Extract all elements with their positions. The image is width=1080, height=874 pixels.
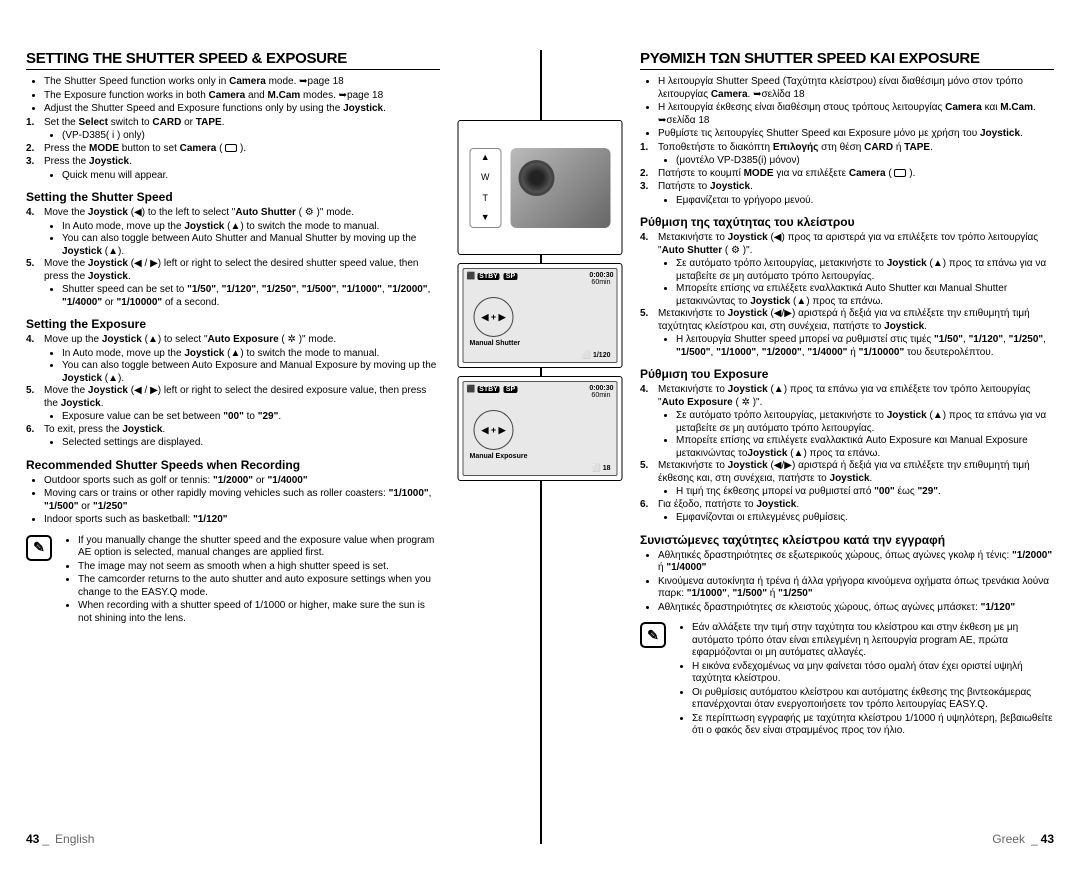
lcd-screen-2: ⬛ STBY SP 0:00:30 60min ◀ + ▶ Manual Exp… [458, 376, 623, 481]
sub-item: In Auto mode, move up the Joystick (▲) t… [62, 221, 440, 234]
sub-item: You can also toggle between Auto Shutter… [62, 233, 440, 258]
sub-item: Σε αυτόματο τρόπο λειτουργίας, μετακινήσ… [676, 410, 1054, 435]
step-item: 6.To exit, press the Joystick. [26, 424, 440, 437]
sec2-title-gr: Ρύθμιση του Exposure [640, 367, 1054, 381]
sub-item: Σε αυτόματο τρόπο λειτουργίας, μετακινήσ… [676, 258, 1054, 283]
sec3-gr: Αθλητικές δραστηριότητες σε εξωτερικούς … [640, 550, 1054, 615]
list-item: Η λειτουργία έκθεσης είναι διαθέσιμη στο… [658, 102, 1054, 127]
note-box-en: ✎ If you manually change the shutter spe… [26, 535, 440, 627]
note-icon: ✎ [640, 622, 666, 648]
center-figures: ▲ W T ▼ ⬛ STBY SP 0:00:30 60min ◀ + ▶ Ma… [453, 120, 628, 481]
step-item: 1.Set the Select switch to CARD or TAPE. [26, 117, 440, 130]
sec1-title-gr: Ρύθμιση της ταχύτητας του κλείστρου [640, 215, 1054, 229]
lcd-screen-1: ⬛ STBY SP 0:00:30 60min ◀ + ▶ Manual Shu… [458, 263, 623, 368]
list-item: Αθλητικές δραστηριότητες σε κλειστούς χώ… [658, 602, 1054, 615]
step-item: 5.Μετακινήστε το Joystick (◀/▶) αριστερά… [640, 308, 1054, 333]
list-item: Outdoor sports such as golf or tennis: "… [44, 475, 440, 488]
list-item: Moving cars or trains or other rapidly m… [44, 488, 440, 513]
step-item: 3.Press the Joystick. [26, 156, 440, 169]
step-item: 5.Move the Joystick (◀ / ▶) left or righ… [26, 258, 440, 283]
sec3-en: Outdoor sports such as golf or tennis: "… [26, 475, 440, 527]
list-item: The camcorder returns to the auto shutte… [78, 574, 440, 599]
sub-item: Exposure value can be set between "00" t… [62, 411, 440, 424]
step-item: 4.Move the Joystick (◀) to the left to s… [26, 207, 440, 220]
camera-figure: ▲ W T ▼ [458, 120, 623, 255]
list-item: The image may not seem as smooth when a … [78, 561, 440, 574]
list-item: If you manually change the shutter speed… [78, 535, 440, 560]
step-item: 1.Τοποθετήστε το διακόπτη Επιλογής στη θ… [640, 142, 1054, 155]
note-box-gr: ✎ Εάν αλλάξετε την τιμή στην ταχύτητα το… [640, 622, 1054, 739]
english-intro: The Shutter Speed function works only in… [26, 76, 440, 116]
sub-item: Μπορείτε επίσης να επιλέξετε εναλλακτικά… [676, 283, 1054, 308]
step-item: 5.Move the Joystick (◀ / ▶) left or righ… [26, 385, 440, 410]
english-steps: 1.Set the Select switch to CARD or TAPE.… [26, 117, 440, 183]
sec3-title-en: Recommended Shutter Speeds when Recordin… [26, 458, 440, 472]
greek-intro: Η λειτουργία Shutter Speed (Ταχύτητα κλε… [640, 76, 1054, 141]
step-item: 2.Πατήστε το κουμπί MODE για να επιλέξετ… [640, 168, 1054, 181]
sec1-en: 4.Move the Joystick (◀) to the left to s… [26, 207, 440, 309]
sub-item: You can also toggle between Auto Exposur… [62, 360, 440, 385]
list-item: Αθλητικές δραστηριότητες σε εξωτερικούς … [658, 550, 1054, 575]
list-item: The Exposure function works in both Came… [44, 90, 440, 103]
step-item: 5.Μετακινήστε το Joystick (◀/▶) αριστερά… [640, 460, 1054, 485]
sub-item: Εμφανίζονται οι επιλεγμένες ρυθμίσεις. [676, 512, 1054, 525]
sub-item: Η τιμή της έκθεσης μπορεί να ρυθμιστεί α… [676, 486, 1054, 499]
sub-item: Η λειτουργία Shutter speed μπορεί να ρυθ… [676, 334, 1054, 359]
list-item: The Shutter Speed function works only in… [44, 76, 440, 89]
step-item: 2.Press the MODE button to set Camera ( … [26, 143, 440, 156]
sub-item: Quick menu will appear. [62, 170, 440, 183]
sub-item: Shutter speed can be set to "1/50", "1/1… [62, 284, 440, 309]
list-item: Η λειτουργία Shutter Speed (Ταχύτητα κλε… [658, 76, 1054, 101]
sub-item: Selected settings are displayed. [62, 437, 440, 450]
list-item: Σε περίπτωση εγγραφής με ταχύτητα κλείστ… [692, 713, 1054, 738]
wt-zoom-control: ▲ W T ▼ [469, 148, 501, 228]
step-item: 6.Για έξοδο, πατήστε το Joystick. [640, 499, 1054, 512]
list-item: Ρυθμίστε τις λειτουργίες Shutter Speed κ… [658, 128, 1054, 141]
sub-item: (VP-D385( i ) only) [62, 130, 440, 143]
sec2-en: 4.Move up the Joystick (▲) to select "Au… [26, 334, 440, 450]
step-item: 4.Μετακινήστε το Joystick (▲) προς τα επ… [640, 384, 1054, 409]
sec2-title-en: Setting the Exposure [26, 317, 440, 331]
step-item: 4.Move up the Joystick (▲) to select "Au… [26, 334, 440, 347]
sec3-title-gr: Συνιστώμενες ταχύτητες κλείστρου κατά τη… [640, 533, 1054, 547]
step-item: 4.Μετακινήστε το Joystick (◀) προς τα αρ… [640, 232, 1054, 257]
footer-left: 43_English [26, 832, 97, 846]
notes-gr: Εάν αλλάξετε την τιμή στην ταχύτητα του … [674, 622, 1054, 739]
list-item: Κινούμενα αυτοκίνητα ή τρένα ή άλλα γρήγ… [658, 576, 1054, 601]
notes-en: If you manually change the shutter speed… [60, 535, 440, 627]
list-item: When recording with a shutter speed of 1… [78, 600, 440, 625]
english-title: SETTING THE SHUTTER SPEED & EXPOSURE [26, 50, 440, 70]
list-item: Adjust the Shutter Speed and Exposure fu… [44, 103, 440, 116]
sec1-title-en: Setting the Shutter Speed [26, 190, 440, 204]
footer-right: Greek_43 [989, 832, 1054, 846]
note-icon: ✎ [26, 535, 52, 561]
sub-item: Μπορείτε επίσης να επιλέγετε εναλλακτικά… [676, 435, 1054, 460]
sub-item: In Auto mode, move up the Joystick (▲) t… [62, 348, 440, 361]
sec1-gr: 4.Μετακινήστε το Joystick (◀) προς τα αρ… [640, 232, 1054, 359]
camcorder-icon [511, 148, 611, 228]
list-item: Οι ρυθμίσεις αυτόματου κλείστρου και αυτ… [692, 687, 1054, 712]
list-item: Indoor sports such as basketball: "1/120… [44, 514, 440, 527]
sec2-gr: 4.Μετακινήστε το Joystick (▲) προς τα επ… [640, 384, 1054, 525]
list-item: Εάν αλλάξετε την τιμή στην ταχύτητα του … [692, 622, 1054, 660]
greek-steps: 1.Τοποθετήστε το διακόπτη Επιλογής στη θ… [640, 142, 1054, 208]
sub-item: (μοντέλο VP-D385(i) μόνον) [676, 155, 1054, 168]
step-item: 3.Πατήστε το Joystick. [640, 181, 1054, 194]
greek-title: ΡΥΘΜΙΣΗ ΤΩΝ SHUTTER SPEED ΚΑΙ EXPOSURE [640, 50, 1054, 70]
list-item: Η εικόνα ενδεχομένως να μην φαίνεται τόσ… [692, 661, 1054, 686]
sub-item: Εμφανίζεται το γρήγορο μενού. [676, 195, 1054, 208]
